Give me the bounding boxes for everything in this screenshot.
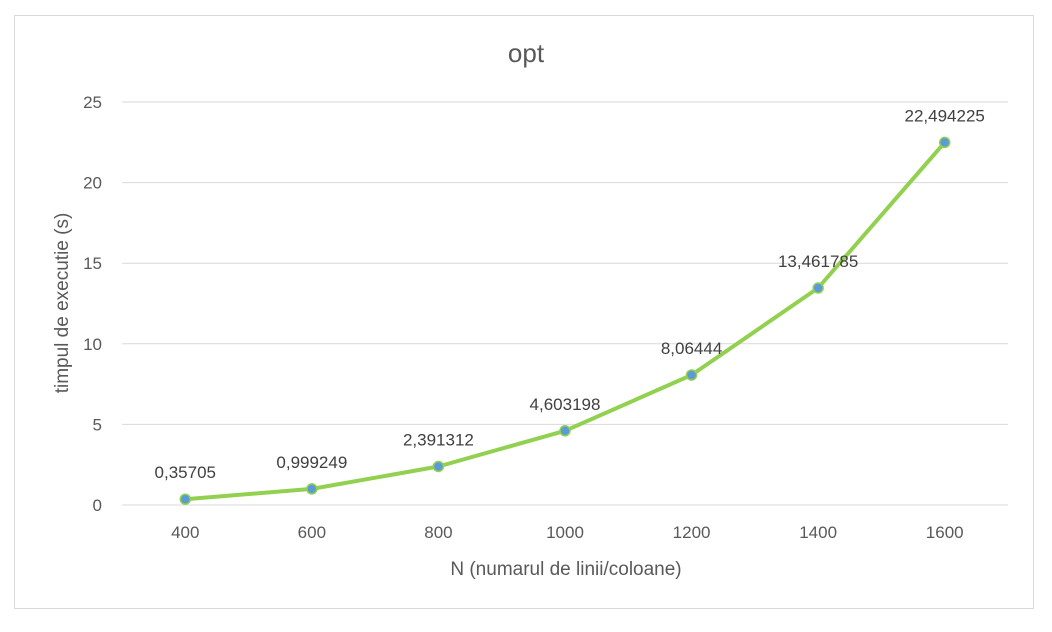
x-tick-label: 1000 xyxy=(546,523,584,542)
data-markers xyxy=(179,136,951,505)
y-axis-ticks: 0 5 10 15 20 25 xyxy=(83,93,102,515)
chart-area xyxy=(14,15,1034,609)
data-point xyxy=(179,493,192,505)
data-label: 0,999249 xyxy=(276,453,347,472)
x-tick-label: 400 xyxy=(171,523,199,542)
y-tick-label: 10 xyxy=(83,335,102,354)
y-tick-label: 15 xyxy=(83,254,102,273)
data-label: 8,06444 xyxy=(661,339,722,358)
x-tick-label: 1600 xyxy=(926,523,964,542)
series-line xyxy=(183,140,947,502)
x-tick-label: 600 xyxy=(298,523,326,542)
y-axis-label: timpul de executie (s) xyxy=(52,213,73,394)
data-point xyxy=(432,460,445,473)
data-point xyxy=(685,369,698,381)
data-point xyxy=(559,425,571,437)
data-labels: 0,35705 0,999249 2,391312 4,603198 8,06444 13… xyxy=(155,106,985,482)
data-label: 2,391312 xyxy=(403,430,474,449)
y-tick-label: 20 xyxy=(83,174,102,193)
series-line-path xyxy=(183,140,947,502)
x-axis-label: N (numarul de linii/coloane) xyxy=(450,559,681,580)
data-label: 4,603198 xyxy=(530,395,601,414)
y-tick-label: 25 xyxy=(83,93,102,112)
data-point xyxy=(938,136,951,149)
data-label: 0,35705 xyxy=(155,463,216,482)
x-tick-label: 1200 xyxy=(673,523,711,542)
data-label: 13,461785 xyxy=(778,252,858,271)
y-tick-label: 0 xyxy=(93,496,102,515)
data-point xyxy=(306,483,318,495)
y-tick-label: 5 xyxy=(93,415,102,434)
data-label: 22,494225 xyxy=(905,106,985,125)
chart-title: opt xyxy=(508,38,545,68)
gridlines xyxy=(122,101,1008,506)
x-tick-label: 800 xyxy=(424,523,452,542)
x-axis-ticks: 400 600 800 1000 1200 1400 1600 xyxy=(171,523,964,542)
data-point xyxy=(812,282,824,294)
x-tick-label: 1400 xyxy=(799,523,837,542)
